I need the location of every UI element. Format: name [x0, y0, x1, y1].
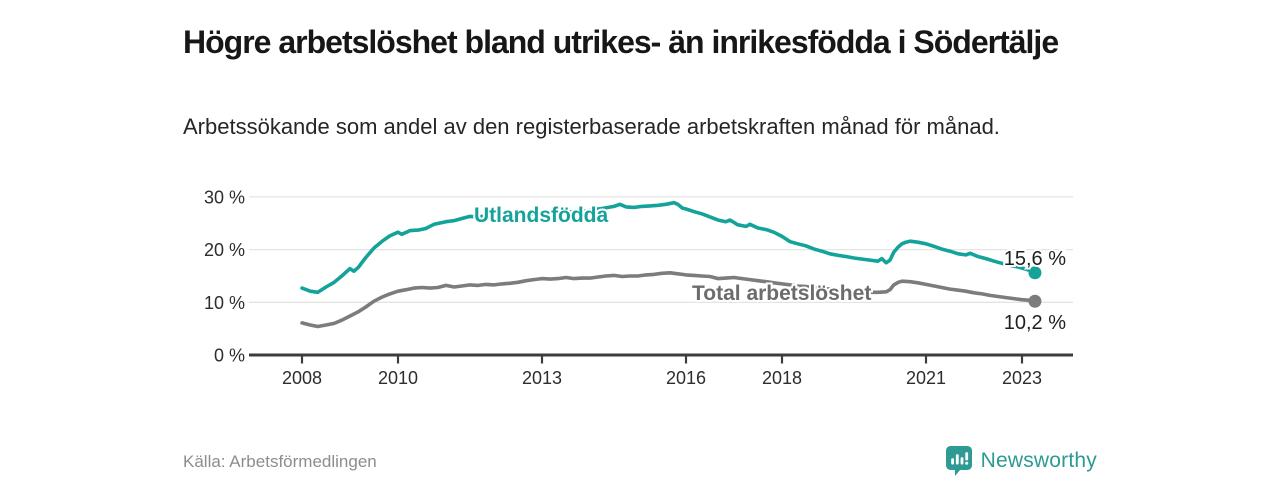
- series-line-total: [300, 271, 1037, 329]
- y-axis-label: 20 %: [204, 240, 245, 260]
- footer: Källa: Arbetsförmedlingen Newsworthy: [0, 443, 1280, 480]
- series-value-label: 15,6 %: [1004, 248, 1066, 270]
- newsworthy-wordmark: Newsworthy: [980, 448, 1097, 472]
- chart-svg: 0 % 10 % 20 % 30 % 2008 2010 2013 2016 2018 2021 2…: [204, 187, 1073, 388]
- y-axis-label: 30 %: [204, 187, 245, 207]
- y-axis-label: 0 %: [214, 346, 245, 366]
- series-line-utlandsfodda: [300, 200, 1037, 295]
- x-axis-label: 2010: [378, 368, 418, 388]
- line-chart: 0 % 10 % 20 % 30 % 2008 2010 2013 2016 2018 2021 2…: [185, 183, 1100, 398]
- x-axis-label: 2023: [1002, 368, 1042, 388]
- source-attribution: Källa: Arbetsförmedlingen: [183, 452, 377, 471]
- newsworthy-logo[interactable]: Newsworthy: [945, 445, 1097, 476]
- series-value-label: 10,2 %: [1004, 312, 1066, 334]
- x-axis-label: 2021: [906, 368, 946, 388]
- series-label: Total arbetslöshet: [692, 282, 871, 305]
- newsworthy-icon: [945, 445, 973, 476]
- series-label: Utlandsfödda: [474, 204, 608, 227]
- x-axis-label: 2016: [666, 368, 706, 388]
- chart-title: Högre arbetslöshet bland utrikes- än inr…: [183, 24, 1059, 61]
- x-axis-label: 2013: [522, 368, 562, 388]
- series-end-dot: [1028, 294, 1042, 308]
- y-axis-label: 10 %: [204, 293, 245, 313]
- series-end-dot: [1028, 266, 1042, 280]
- x-axis-label: 2008: [282, 368, 322, 388]
- x-axis-label: 2018: [762, 368, 802, 388]
- chart-subtitle: Arbetssökande som andel av den registerb…: [183, 114, 1000, 139]
